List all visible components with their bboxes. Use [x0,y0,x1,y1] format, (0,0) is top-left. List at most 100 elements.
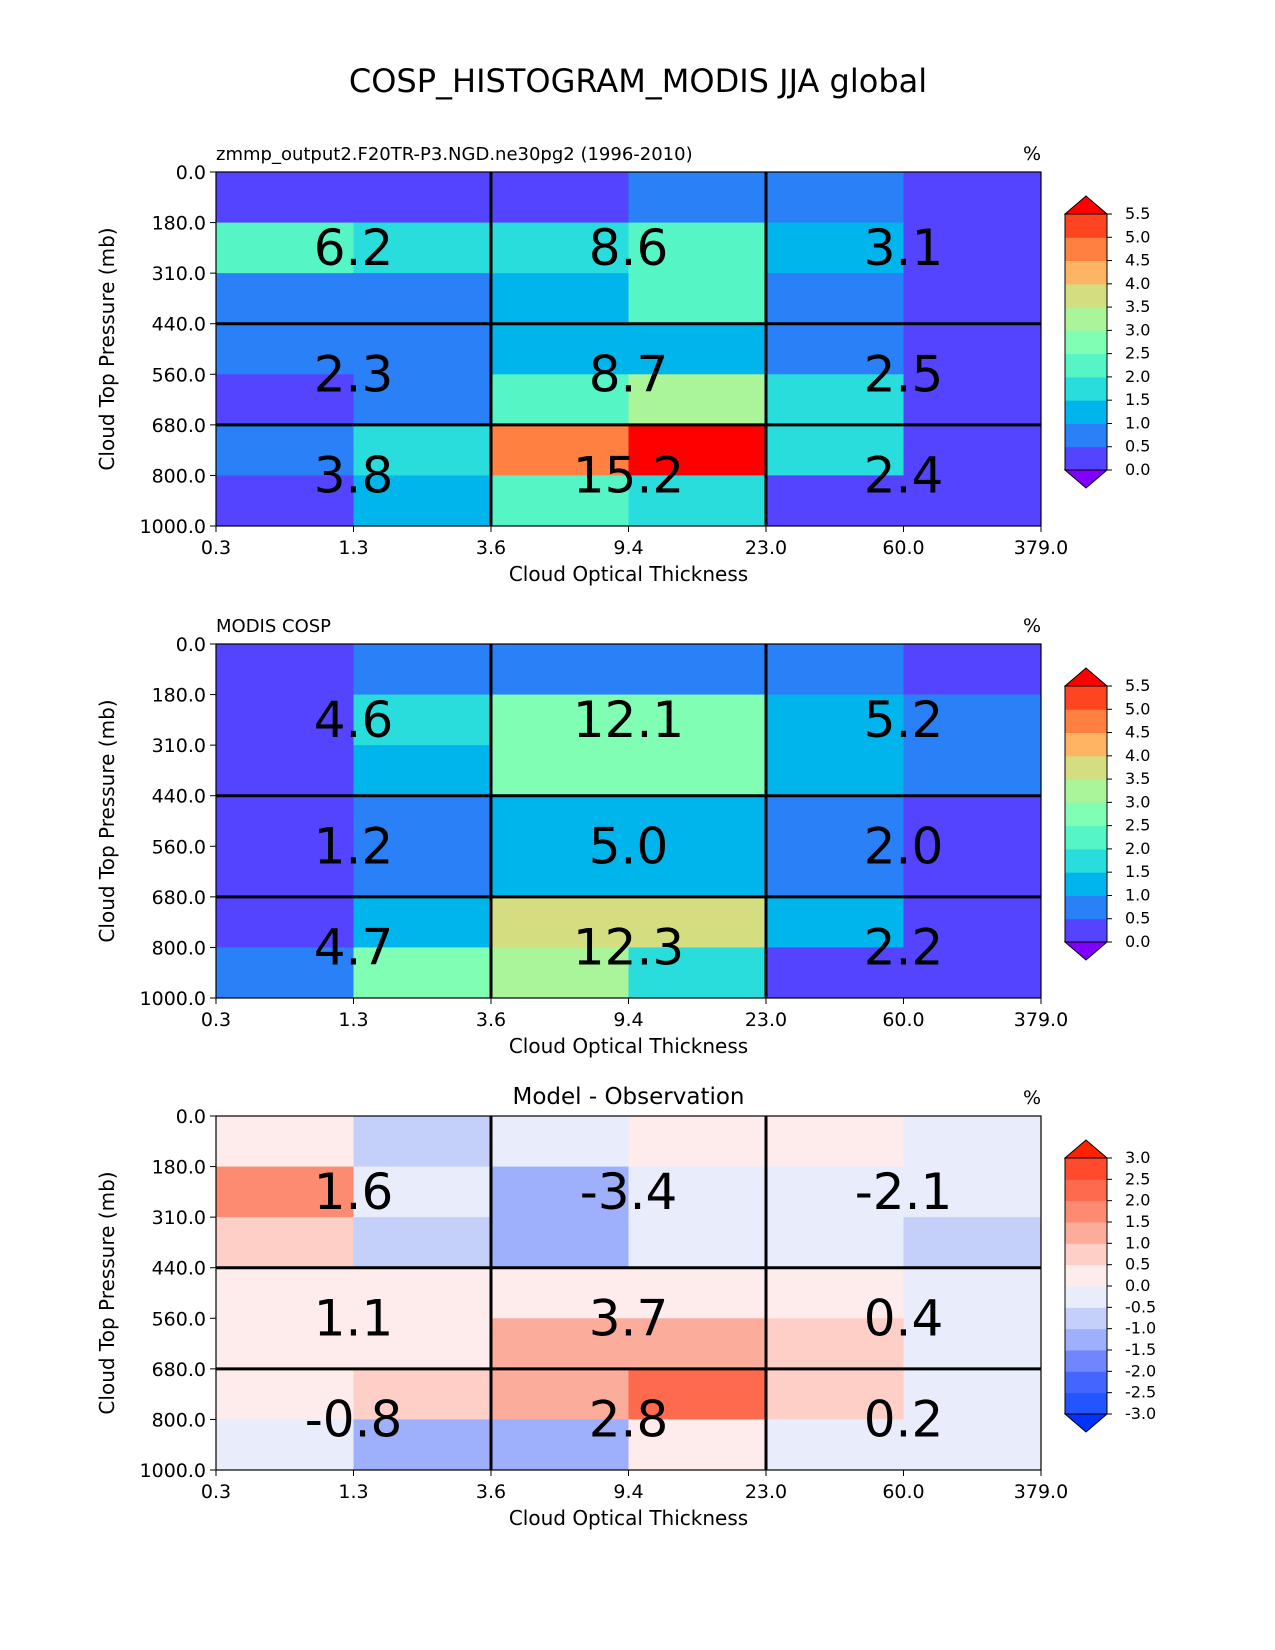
box-sum-label: 2.5 [864,345,944,403]
x-tick-label: 60.0 [882,537,924,559]
colorbar-tick-label: 2.0 [1125,1191,1150,1210]
box-sum-label: -2.1 [855,1163,953,1221]
heatmap-cell [216,273,354,325]
box-sum-label: 3.7 [589,1289,669,1347]
heatmap-cell [353,273,492,325]
heatmap-cell [216,1419,354,1471]
colorbar-tick-label: 3.5 [1125,769,1150,788]
colorbar-segment [1065,918,1107,943]
heatmap-cell [766,745,904,797]
box-sum-label: 1.1 [314,1289,394,1347]
colorbar-segment [1065,802,1107,827]
y-tick-label: 680.0 [152,415,206,437]
heatmap-cell [628,222,767,274]
colorbar-tick-label: 1.5 [1125,862,1150,881]
heatmap-cell [766,1419,904,1471]
units-label: % [1023,1087,1041,1109]
colorbar-segment [1065,686,1107,710]
heatmap-cell [766,374,904,426]
x-tick-label: 23.0 [745,537,787,559]
box-sum-label: 5.2 [864,691,944,749]
colorbar-tick-label: 0.0 [1125,1276,1150,1295]
colorbar-segment [1065,1392,1107,1415]
heatmap-cell [216,896,354,948]
colorbar-tick-label: -1.5 [1125,1340,1156,1359]
heatmap-cell [353,424,492,476]
colorbar: -3.0 -2.5 -2.0 -1.5 -1.0 -0.5 0.0 0.5 1.0 1.5 2.0 2… [1063,1139,1156,1433]
heatmap-cell [766,795,904,847]
x-tick-label: 9.4 [613,537,643,559]
colorbar-tick-label: -3.0 [1125,1404,1156,1423]
y-tick-label: 180.0 [152,685,206,707]
y-tick-label: 800.0 [152,1409,206,1431]
heatmap-cell [903,795,1042,847]
box-sum-label: 3.8 [314,446,394,504]
box-sum-label: -0.8 [305,1390,403,1448]
box-sum-label: 4.7 [314,918,394,976]
heatmap-cell [491,846,629,898]
heatmap-cell [216,694,354,746]
heatmap-cell [766,1166,904,1218]
heatmap-cell [766,273,904,325]
box-sum-label: 8.6 [589,219,669,277]
heatmap-cell [353,222,492,274]
y-tick-label: 310.0 [152,1207,206,1229]
colorbar-tick-label: 2.5 [1125,344,1150,363]
heatmap-cell [766,1267,904,1319]
heatmap-cell [216,1318,354,1370]
colorbar-segment [1065,376,1107,401]
heatmap-cell [353,1419,492,1471]
heatmap-cell [353,1116,492,1168]
x-tick-label: 3.6 [476,1009,506,1031]
x-tick-label: 60.0 [882,1009,924,1031]
y-tick-label: 180.0 [152,213,206,235]
heatmap-cell [903,947,1042,999]
colorbar-tick-label: 4.0 [1125,274,1150,293]
heatmap-cell [766,222,904,274]
heatmap-cell [353,745,492,797]
colorbar-tick-label: 3.0 [1125,1148,1150,1167]
colorbar-extend-low [1063,1413,1109,1433]
box-sum-label: 12.1 [573,691,684,749]
heatmap-cell [766,1368,904,1420]
heatmap-cell [628,1419,767,1471]
colorbar: 0.0 0.5 1.0 1.5 2.0 2.5 3.0 3.5 4.0 4.5 5.0 5.5 [1063,195,1150,489]
y-axis-label: Cloud Top Pressure (mb) [95,699,119,942]
x-tick-label: 379.0 [1014,537,1068,559]
x-axis-label: Cloud Optical Thickness [509,1034,748,1058]
colorbar-segment [1065,1243,1107,1266]
heatmap-cell [353,172,492,224]
heatmap-cell [903,896,1042,948]
colorbar-segment [1065,1328,1107,1351]
box-sum-label: 2.2 [864,918,944,976]
box-sum-label: 2.0 [864,817,944,875]
heatmap-cell [353,846,492,898]
heatmap-cell [216,947,354,999]
colorbar-segment [1065,732,1107,757]
colorbar-tick-label: 3.5 [1125,297,1150,316]
panel-title: zmmp_output2.F20TR-P3.NGD.ne30pg2 (1996-… [216,144,693,165]
heatmap-cell [903,694,1042,746]
heatmap-cell [903,745,1042,797]
x-tick-label: 23.0 [745,1009,787,1031]
colorbar-segment [1065,400,1107,424]
heatmap-cell [903,1368,1042,1420]
panel-title: Model - Observation [512,1084,744,1110]
x-tick-label: 1.3 [338,1481,368,1503]
heatmap-cell [766,846,904,898]
heatmap-cell [766,694,904,746]
colorbar-tick-label: 0.0 [1125,932,1150,951]
colorbar-segment [1065,1179,1107,1202]
y-tick-label: 0.0 [176,162,206,184]
heatmap-cell [491,694,629,746]
heatmap-cell [491,644,629,696]
y-tick-label: 440.0 [152,786,206,808]
heatmap-cell [216,1267,354,1319]
heatmap-cell [491,896,629,948]
heatmap-cell [903,1217,1042,1269]
colorbar-tick-label: 5.0 [1125,227,1150,246]
colorbar-frame [1064,213,1108,471]
heatmap-cell [491,947,629,999]
heatmap-cell [628,1368,767,1420]
colorbar-tick-label: 1.5 [1125,1212,1150,1231]
